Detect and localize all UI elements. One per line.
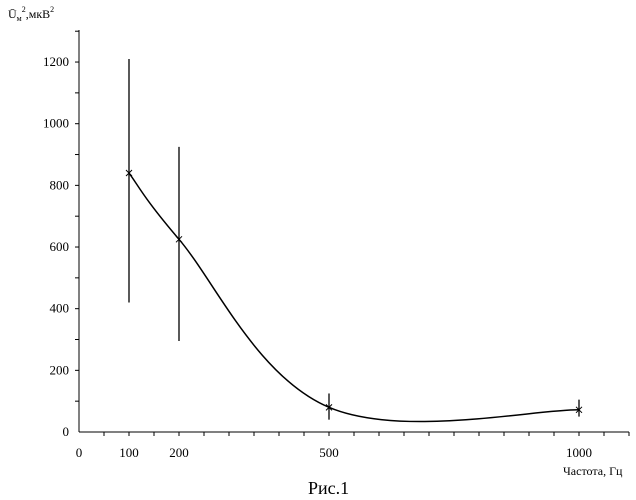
x-tick-label: 200	[169, 445, 189, 460]
y-axis-title-sub: м	[17, 14, 22, 23]
y-tick-label: 800	[50, 177, 70, 192]
axes: 0 200 400 600 800 1000 1200 0 100 200 500 1000	[43, 30, 629, 460]
y-axis-title: Ūм2,мкВ2	[8, 5, 54, 23]
y-tick-label: 600	[50, 239, 70, 254]
x-tick-label: 100	[119, 445, 139, 460]
figure-caption: Рис.1	[308, 478, 349, 498]
y-axis-title-base: Ū	[8, 7, 17, 21]
y-tick-label: 200	[50, 362, 70, 377]
x-tick-label: 1000	[566, 445, 592, 460]
x-axis-title: Частота, Гц	[563, 464, 623, 478]
series-layer	[126, 59, 582, 422]
y-tick-label: 0	[63, 424, 70, 439]
series-line	[129, 173, 579, 422]
y-tick-label: 400	[50, 301, 70, 316]
x-tick-label: 500	[319, 445, 339, 460]
y-tick-label: 1000	[43, 116, 69, 131]
y-axis-title-units-sup: 2	[50, 5, 54, 14]
x-tick-label: 0	[76, 445, 83, 460]
y-tick-label: 1200	[43, 54, 69, 69]
y-axis-title-units: ,мкВ	[26, 7, 50, 21]
